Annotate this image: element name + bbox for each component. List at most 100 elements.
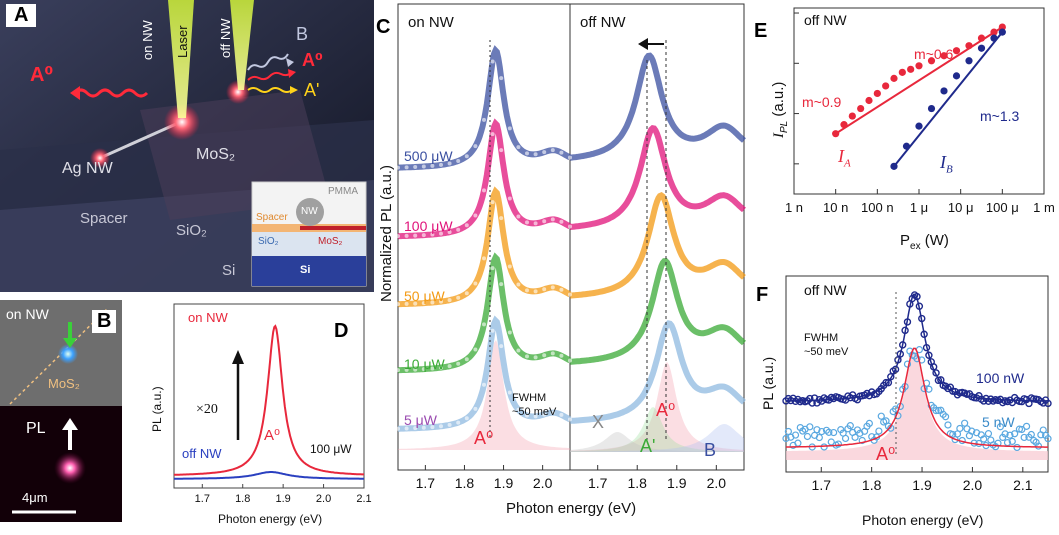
data-point: [396, 368, 400, 373]
off-a0-fill: [570, 362, 744, 452]
panel-f-tick-label: 2.1: [1013, 477, 1033, 493]
data-point: [473, 281, 478, 286]
panel-f-tick-label: 2.0: [963, 477, 983, 493]
data-point: [559, 287, 564, 292]
panel-c: 1.7 1.7 1.8 1.8 1.9 1.9 2.0 2.0 C on NW off NW …: [376, 0, 748, 530]
data-point: [396, 426, 400, 431]
series-off-1: [569, 124, 746, 230]
data-point-5nw: [834, 440, 843, 448]
panel-c-tick-label: 1.7: [416, 475, 436, 491]
data-point-5nw: [830, 428, 838, 437]
data-point: [490, 59, 495, 64]
power-label-100: 100 μW: [404, 218, 453, 234]
data-point: [404, 233, 409, 238]
data-point: [464, 291, 469, 296]
panel-b-image: [0, 300, 122, 522]
data-point: [447, 364, 452, 369]
data-point-I_A: [873, 89, 881, 98]
data-point-5nw: [846, 422, 854, 430]
data-point: [447, 230, 452, 235]
series-off-0: [569, 52, 746, 161]
data-point: [550, 285, 555, 290]
data-point: [559, 353, 564, 358]
data-point: [542, 150, 547, 155]
panel-c-fwhm-1: FWHM: [512, 392, 547, 404]
data-point: [447, 298, 452, 303]
data-point: [482, 382, 486, 387]
slope-09: m~0.9: [802, 94, 842, 110]
data-point-I_A: [898, 68, 906, 76]
data-point-I_A: [840, 121, 848, 129]
data-point: [430, 425, 435, 430]
data-point: [456, 361, 461, 366]
data-point-I_A: [952, 47, 961, 55]
panel-e-ylabel: IPL (a.u.): [770, 82, 790, 138]
pl-spot: [54, 452, 86, 484]
data-point: [499, 282, 504, 287]
panel-f-tick-label: 1.9: [912, 477, 932, 493]
panel-e-ylabel-i: I: [771, 133, 787, 138]
panel-d-tick-label: 1.8: [235, 493, 250, 505]
panel-f-chart: 1.7 1.8 1.9 2.0 2.1: [782, 275, 1052, 493]
label-b-top: B: [296, 24, 309, 44]
panel-c-tick-label: 1.8: [627, 475, 647, 491]
data-point: [525, 354, 529, 359]
data-point-5nw: [1011, 430, 1019, 438]
panel-b-on-nw: on NW: [6, 306, 49, 322]
panel-b: B on NW MoS₂ PL 4μm: [0, 300, 122, 522]
panel-c-letter: C: [376, 16, 391, 38]
data-point: [516, 145, 521, 150]
label-ia-i: I: [838, 146, 844, 166]
panel-b-letter: B: [92, 310, 117, 333]
emission-wave-aprime: [247, 87, 293, 93]
panel-c-xlabel: Photon energy (eV): [506, 500, 637, 517]
data-point: [507, 264, 512, 269]
panel-d-tick-label: 2.0: [316, 493, 331, 505]
data-point: [421, 425, 426, 430]
panel-d-tick-label: 1.9: [276, 493, 291, 505]
data-point: [542, 287, 547, 292]
panel-c-peak-a0-left: A⁰: [474, 428, 494, 448]
data-point: [516, 407, 521, 412]
series-5nw-fit: [786, 347, 1048, 448]
data-point-I_A: [940, 52, 948, 60]
data-point: [550, 148, 555, 153]
data-point: [421, 233, 426, 238]
panel-f-label-5: 5 nW: [982, 414, 1015, 430]
data-point-5nw: [932, 407, 940, 415]
data-point: [413, 165, 418, 170]
series-off-2: [569, 191, 746, 299]
data-point-5nw: [875, 427, 883, 435]
panel-d-off-label: off NW: [182, 446, 222, 461]
panel-c-peak-x: X: [592, 412, 605, 432]
data-point: [542, 412, 547, 417]
data-point: [396, 165, 400, 170]
data-point-I_A: [927, 57, 936, 65]
panel-c-peak-aprime: A': [640, 436, 656, 456]
fit-line-I_A: [835, 26, 1003, 135]
data-point: [439, 424, 443, 429]
panel-b-pl: PL: [26, 420, 46, 437]
data-point: [490, 328, 495, 333]
data-point-5nw: [996, 423, 1004, 431]
data-point-5nw: [1034, 442, 1043, 450]
panel-c-tick-label: 1.9: [494, 475, 514, 491]
inset-si: Si: [300, 264, 311, 276]
data-point: [413, 301, 418, 306]
panel-d-tick-label: 2.1: [356, 493, 371, 505]
data-point: [473, 406, 478, 411]
data-point: [430, 366, 435, 371]
emission-wave-b: [247, 53, 289, 71]
data-point: [550, 410, 555, 415]
data-point: [533, 221, 538, 226]
data-point-I_B: [927, 104, 936, 113]
panel-a-letter: A: [6, 4, 37, 27]
off-x-fill: [570, 432, 744, 452]
data-point-5nw: [925, 385, 933, 393]
data-point: [447, 422, 452, 427]
emission-wave-left: [73, 88, 149, 98]
data-point-5nw: [1006, 431, 1014, 439]
data-point-I_A: [915, 62, 923, 70]
panel-d-chart: 1.7 1.8 1.9 2.0 2.1: [173, 303, 372, 505]
panel-e-xlabel: Pex (W): [900, 232, 949, 252]
